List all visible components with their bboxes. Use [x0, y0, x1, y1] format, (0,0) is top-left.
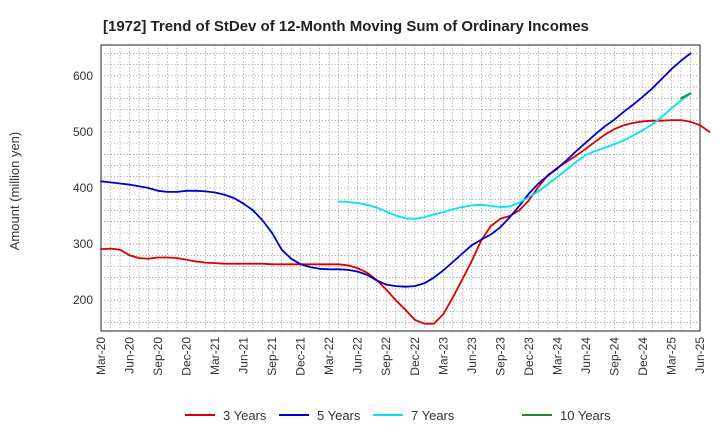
x-tick-label: Jun-20 — [123, 337, 137, 374]
legend: 3 Years 5 Years 7 Years 10 Years — [185, 408, 611, 423]
x-tick-label: Sep-24 — [607, 337, 621, 376]
x-tick-label: Sep-20 — [151, 337, 165, 376]
chart-title: [1972] Trend of StDev of 12-Month Moving… — [103, 18, 589, 35]
legend-label: 5 Years — [317, 408, 361, 423]
x-tick-label: Jun-21 — [237, 337, 251, 374]
x-tick-label: Mar-23 — [436, 337, 450, 375]
series-line-5-years — [100, 52, 692, 288]
x-axis-tick-labels: Mar-20 Jun-20 Sep-20 Dec-20 Mar-21 Jun-21 Sep-… — [94, 337, 707, 376]
x-tick-label: Mar-22 — [322, 337, 336, 375]
series-line-7-years — [337, 92, 692, 220]
legend-label: 7 Years — [411, 408, 455, 423]
x-tick-label: Sep-23 — [493, 337, 507, 376]
y-tick-label: 300 — [73, 237, 93, 251]
x-tick-label: Jun-25 — [693, 337, 707, 374]
x-tick-label: Sep-22 — [379, 337, 393, 376]
x-tick-label: Mar-20 — [94, 337, 108, 375]
x-tick-label: Dec-22 — [408, 337, 422, 376]
x-tick-label: Mar-24 — [550, 337, 564, 375]
y-tick-label: 400 — [73, 181, 93, 195]
y-axis-tick-labels: 200 300 400 500 600 — [73, 69, 93, 307]
series-line-3-years — [100, 119, 711, 325]
x-tick-label: Dec-21 — [294, 337, 308, 376]
y-tick-label: 200 — [73, 293, 93, 307]
x-tick-label: Jun-22 — [351, 337, 365, 374]
x-tick-label: Jun-23 — [465, 337, 479, 374]
x-tick-label: Sep-21 — [265, 337, 279, 376]
series-line-10-years — [680, 92, 692, 100]
x-tick-label: Dec-20 — [180, 337, 194, 376]
x-tick-label: Mar-21 — [208, 337, 222, 375]
x-tick-label: Jun-24 — [579, 337, 593, 374]
series-lines — [100, 52, 711, 325]
x-tick-label: Dec-24 — [636, 337, 650, 376]
y-tick-label: 600 — [73, 69, 93, 83]
y-tick-label: 500 — [73, 125, 93, 139]
x-tick-label: Dec-23 — [522, 337, 536, 376]
y-axis-label: Amount (million yen) — [7, 132, 22, 251]
legend-label: 3 Years — [223, 408, 267, 423]
x-tick-label: Mar-25 — [664, 337, 678, 375]
horizontal-gridlines — [101, 53, 700, 323]
legend-label: 10 Years — [560, 408, 611, 423]
